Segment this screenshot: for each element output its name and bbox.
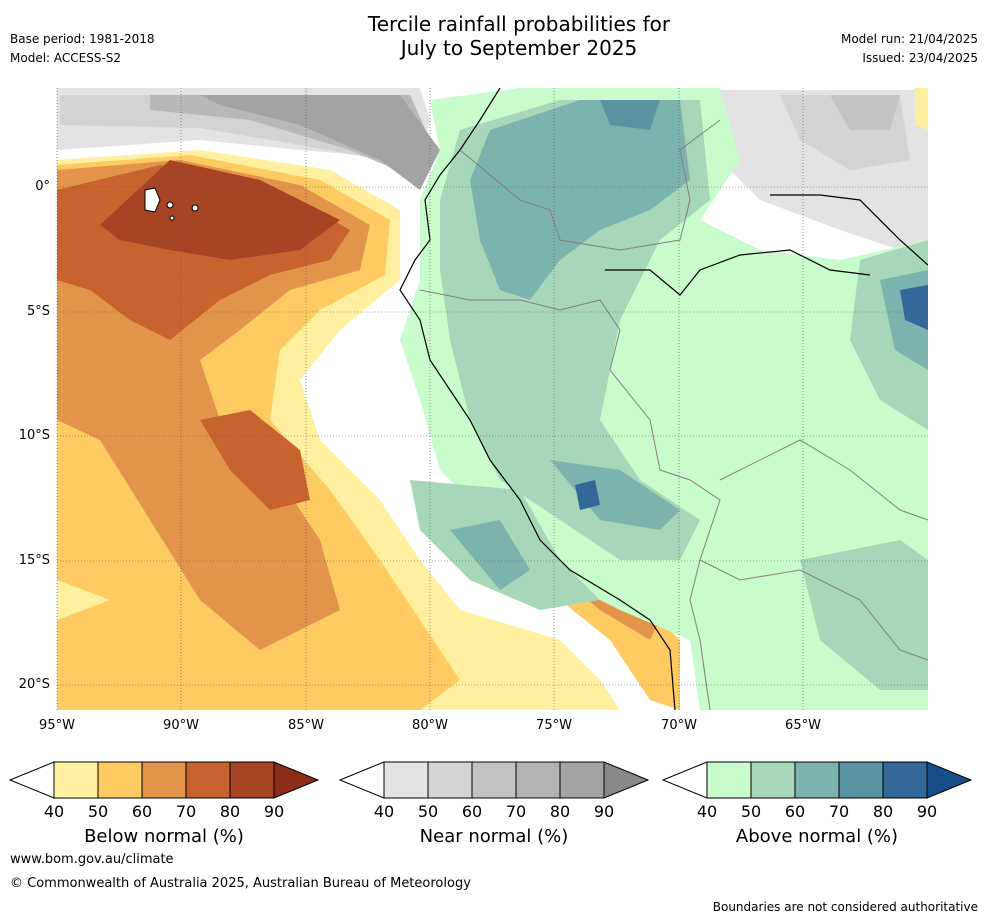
- galapagos-islands: [144, 187, 199, 221]
- coastline: [399, 88, 928, 710]
- colorbar-above-tick: 80: [872, 802, 894, 821]
- above-normal-label: Above normal (%): [735, 826, 899, 847]
- lon-label-85w: 85°W: [288, 718, 324, 733]
- lat-label-10s: 10°S: [18, 428, 50, 443]
- model-text: Model: ACCESS-S2: [10, 51, 122, 65]
- lat-label-0: 0°: [35, 179, 50, 194]
- colorbars: [8, 761, 973, 799]
- colorbar-above-tick: 90: [916, 802, 938, 821]
- colorbar-below-tick: 60: [131, 802, 153, 821]
- lat-label-20s: 20°S: [18, 677, 50, 692]
- colorbar-near-tick: 90: [593, 802, 615, 821]
- lon-label-65w: 65°W: [785, 718, 821, 733]
- lat-label-15s: 15°S: [18, 553, 50, 568]
- below-normal-label: Below normal (%): [84, 826, 244, 847]
- lon-label-95w: 95°W: [39, 718, 75, 733]
- colorbar-above-tick: 60: [784, 802, 806, 821]
- colorbar-below-tick: 70: [175, 802, 197, 821]
- colorbar-above: [661, 761, 973, 799]
- lon-label-90w: 90°W: [163, 718, 199, 733]
- map-title-line2: July to September 2025: [400, 36, 638, 60]
- colorbar-near-tick: 40: [373, 802, 395, 821]
- colorbar-above-tick: 70: [828, 802, 850, 821]
- colorbar-below-tick: 50: [87, 802, 109, 821]
- graticule: [56, 88, 928, 710]
- colorbar-near: [338, 761, 650, 799]
- bom-url-link[interactable]: www.bom.gov.au/climate: [10, 852, 174, 867]
- colorbar-below-tick: 40: [43, 802, 65, 821]
- base-period-text: Base period: 1981-2018: [10, 32, 155, 46]
- colorbar-below-tick: 90: [263, 802, 285, 821]
- near-normal-label: Near normal (%): [419, 826, 569, 847]
- colorbar-above-tick: 50: [740, 802, 762, 821]
- colorbar-near-tick: 80: [549, 802, 571, 821]
- model-run-text: Model run: 21/04/2025: [840, 32, 978, 46]
- issued-text: Issued: 23/04/2025: [862, 51, 978, 65]
- colorbar-near-tick: 50: [417, 802, 439, 821]
- map-title: Tercile rainfall probabilities for July …: [294, 12, 744, 60]
- lon-label-70w: 70°W: [661, 718, 697, 733]
- probability-fields: [57, 88, 928, 710]
- lon-label-75w: 75°W: [536, 718, 572, 733]
- lat-label-5s: 5°S: [26, 304, 50, 319]
- colorbar-near-tick: 70: [505, 802, 527, 821]
- colorbar-below-tick: 80: [219, 802, 241, 821]
- lon-label-80w: 80°W: [412, 718, 448, 733]
- disclaimer-text: Boundaries are not considered authoritat…: [712, 900, 978, 914]
- colorbar-near-tick: 60: [461, 802, 483, 821]
- map-title-line1: Tercile rainfall probabilities for: [367, 12, 671, 36]
- colorbar-below: [8, 761, 320, 799]
- copyright-text: © Commonwealth of Australia 2025, Austra…: [10, 876, 471, 891]
- country-borders: [419, 119, 928, 710]
- colorbar-above-tick: 40: [696, 802, 718, 821]
